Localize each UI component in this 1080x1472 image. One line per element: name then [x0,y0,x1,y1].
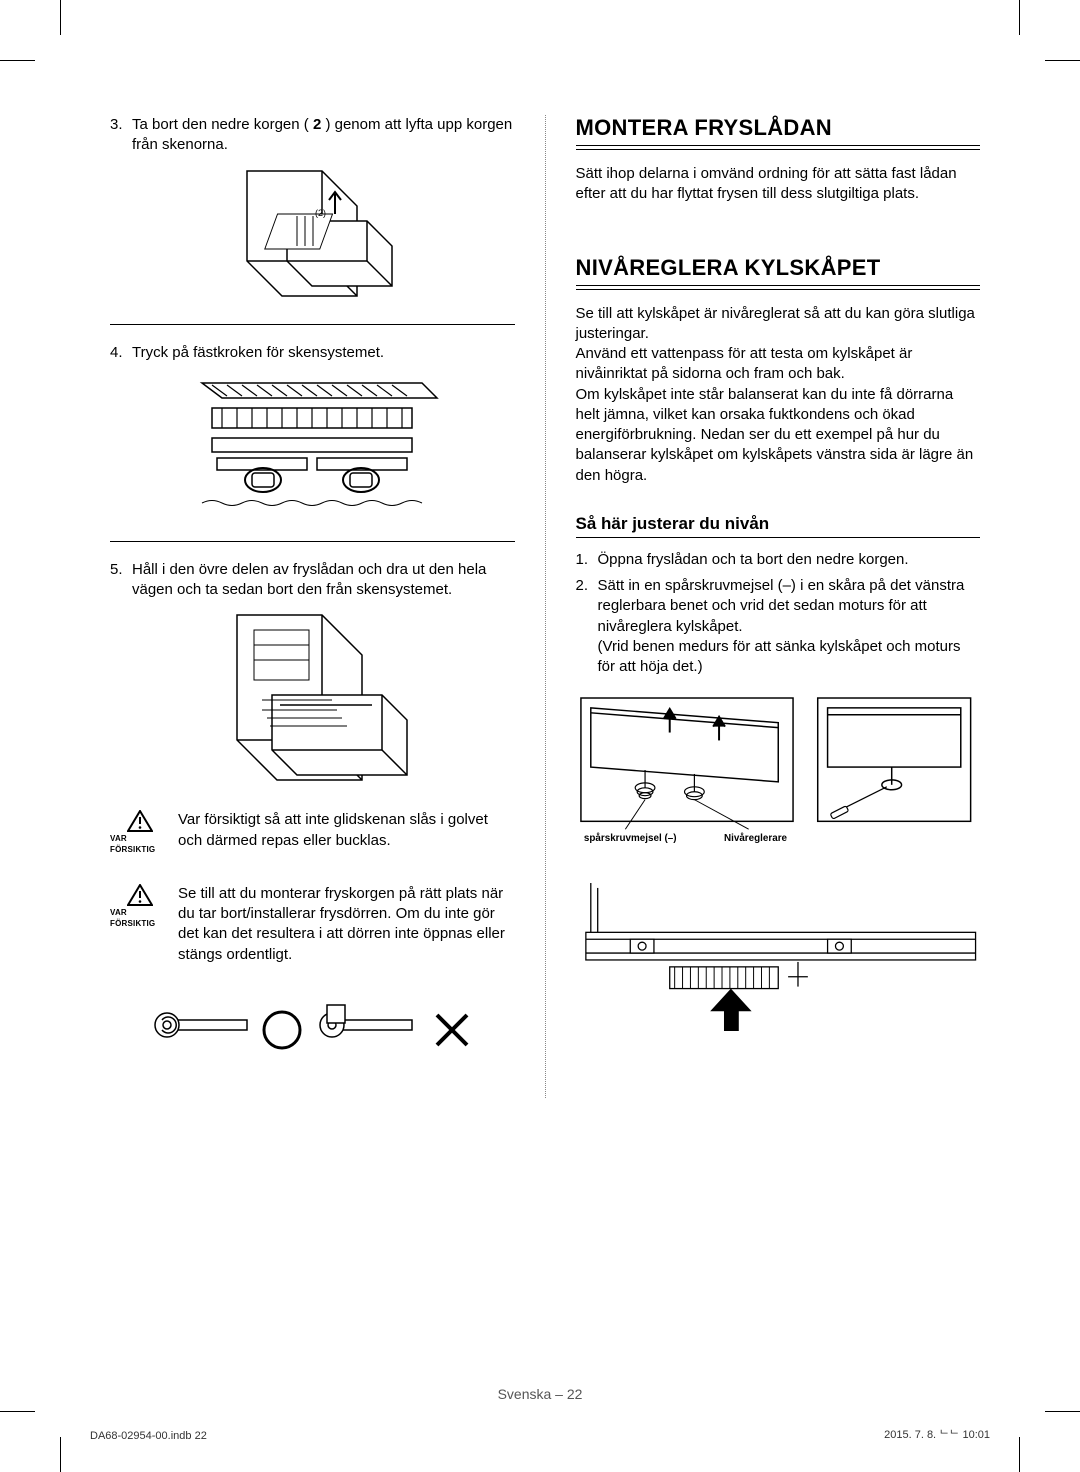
step-5-text: Håll i den övre delen av fryslådan och d… [132,560,515,601]
section2-body: Se till att kylskåpet är nivåreglerat så… [576,304,981,486]
divider-1 [110,324,515,325]
subsection-rule [576,537,981,538]
section1-body: Sätt ihop delarna i omvänd ordning för a… [576,164,981,205]
footer-right: 2015. 7. 8. ᄂᄂ 10:01 [884,1426,990,1442]
step-5-num: 5. [110,560,132,601]
section1-rule2 [576,149,981,150]
step-3-text: Ta bort den nedre korgen ( 2 ) genom att… [132,115,515,156]
step-3-num: 3. [110,115,132,156]
sub-step2-num: 2. [576,576,598,677]
step-4-text: Tryck på fästkroken för skensystemet. [132,343,515,363]
caution-2: VAR FÖRSIKTIG Se till att du monterar fr… [110,884,515,965]
footer-left: DA68-02954-00.indb 22 [90,1430,207,1442]
step-5: 5. Håll i den övre delen av fryslådan oc… [110,560,515,601]
fig-label-left: spårskruvmejsel (–) [583,833,676,844]
sub-step1-num: 1. [576,550,598,570]
divider-2 [110,541,515,542]
section1-title: MONTERA FRYSLÅDAN [576,115,981,141]
caution-label-1: VAR FÖRSIKTIG [110,834,170,856]
footer-center: Svenska – 22 [0,1386,1080,1402]
figure-level-adjust: spårskruvmejsel (–) Nivåreglerare [576,692,981,852]
right-column: MONTERA FRYSLÅDAN Sätt ihop delarna i om… [576,115,981,1098]
figure-step3: (2) [110,166,515,306]
sub-step-2: 2. Sätt in en spårskruvmejsel (–) i en s… [576,576,981,677]
subsection-title: Så här justerar du nivån [576,514,981,534]
figure-correct-incorrect [110,990,515,1080]
caution-1: VAR FÖRSIKTIG Var försiktigt så att inte… [110,810,515,856]
caution-icon [127,884,153,906]
figure-bottom-rail [576,877,981,1037]
figure-step5 [110,610,515,790]
section2-title: NIVÅREGLERA KYLSKÅPET [576,255,981,281]
section1-rule [576,145,981,146]
step-4-num: 4. [110,343,132,363]
caution-icon [127,810,153,832]
page-content: 3. Ta bort den nedre korgen ( 2 ) genom … [110,115,980,1098]
figure-step4 [110,373,515,523]
fig-label-right: Nivåreglerare [723,833,787,844]
section2-rule2 [576,289,981,290]
section2-rule [576,285,981,286]
caution-2-text: Se till att du monterar fryskorgen på rä… [178,884,515,965]
caution-label-2: VAR FÖRSIKTIG [110,908,170,930]
step-3: 3. Ta bort den nedre korgen ( 2 ) genom … [110,115,515,156]
column-divider [545,115,546,1098]
sub-step1-text: Öppna fryslådan och ta bort den nedre ko… [598,550,981,570]
left-column: 3. Ta bort den nedre korgen ( 2 ) genom … [110,115,515,1098]
step3-fig-label: (2) [315,208,326,218]
step-4: 4. Tryck på fästkroken för skensystemet. [110,343,515,363]
sub-step2-text: Sätt in en spårskruvmejsel (–) i en skår… [598,576,981,677]
sub-step-1: 1. Öppna fryslådan och ta bort den nedre… [576,550,981,570]
caution-1-text: Var försiktigt så att inte glidskenan sl… [178,810,515,856]
